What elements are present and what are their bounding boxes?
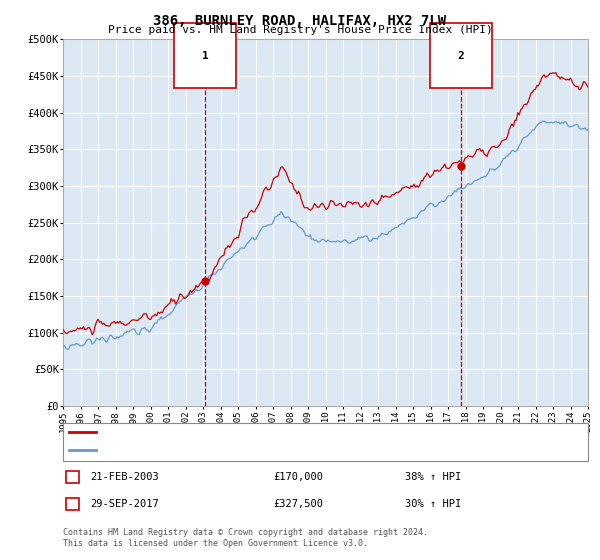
Text: 2: 2 [70,499,76,509]
Text: £170,000: £170,000 [273,472,323,482]
Text: 30% ↑ HPI: 30% ↑ HPI [405,499,461,509]
Text: 2: 2 [458,51,464,60]
Text: Price paid vs. HM Land Registry's House Price Index (HPI): Price paid vs. HM Land Registry's House … [107,25,493,35]
Text: 21-FEB-2003: 21-FEB-2003 [90,472,159,482]
Text: 29-SEP-2017: 29-SEP-2017 [90,499,159,509]
Text: 386, BURNLEY ROAD, HALIFAX, HX2 7LW (detached house): 386, BURNLEY ROAD, HALIFAX, HX2 7LW (det… [100,427,406,437]
Text: 38% ↑ HPI: 38% ↑ HPI [405,472,461,482]
Text: 1: 1 [70,472,76,482]
Text: HPI: Average price, detached house, Calderdale: HPI: Average price, detached house, Cald… [100,445,370,455]
Text: 386, BURNLEY ROAD, HALIFAX, HX2 7LW: 386, BURNLEY ROAD, HALIFAX, HX2 7LW [154,14,446,28]
Text: 1: 1 [202,51,209,60]
Text: Contains HM Land Registry data © Crown copyright and database right 2024.
This d: Contains HM Land Registry data © Crown c… [63,528,428,548]
Text: £327,500: £327,500 [273,499,323,509]
